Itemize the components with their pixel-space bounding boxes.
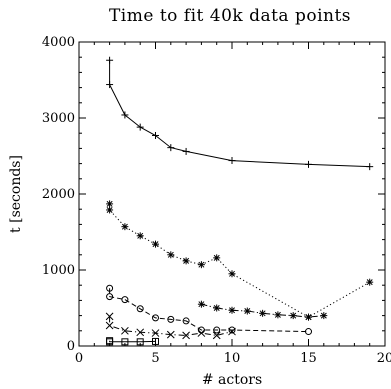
cross-marker [121, 326, 129, 335]
circle-marker [182, 317, 190, 325]
x-tick-label: 20 [377, 351, 391, 366]
series-3 [197, 300, 328, 321]
plus-marker [106, 81, 114, 89]
plus-marker [121, 111, 129, 119]
plus-marker [182, 147, 190, 155]
y-axis-title: t [seconds] [8, 155, 24, 233]
y-tick-label: 3000 [42, 111, 75, 126]
asterisk-marker [289, 312, 297, 320]
cross-marker [166, 330, 175, 339]
circle-marker [305, 328, 312, 336]
plus-marker [136, 123, 144, 131]
asterisk-marker [274, 311, 282, 319]
circle-marker [167, 315, 175, 323]
axes-layer: 0 5 10 15 20 0 1000 2000 3000 4000 [42, 35, 391, 366]
asterisk-marker [213, 304, 221, 312]
cross-marker [228, 327, 236, 336]
circle-marker [152, 314, 159, 322]
y-tick-label: 4000 [42, 35, 75, 50]
cross-marker [105, 312, 114, 321]
x-axis-title: # actors [202, 372, 262, 388]
circle-marker [106, 284, 114, 292]
asterisk-marker [213, 254, 221, 262]
circle-marker [121, 296, 129, 304]
asterisk-marker [106, 206, 114, 214]
asterisk-marker [259, 309, 267, 317]
cross-marker [105, 321, 114, 330]
x-tick-label: 0 [75, 351, 83, 366]
asterisk-marker [152, 240, 159, 248]
asterisk-marker [305, 313, 312, 321]
plus-marker [152, 131, 159, 139]
y-tick-label: 0 [67, 339, 75, 354]
cross-marker [212, 331, 221, 340]
plus-marker [366, 163, 374, 171]
series-4 [106, 284, 312, 336]
asterisk-marker [167, 251, 175, 259]
plus-marker [106, 56, 114, 64]
circle-marker [228, 326, 236, 334]
series-2 [106, 200, 374, 321]
asterisk-marker [197, 300, 205, 308]
asterisk-marker [121, 223, 129, 231]
plus-marker [167, 144, 175, 152]
series-6-line [109, 340, 156, 343]
asterisk-marker [228, 270, 236, 278]
circle-marker [136, 305, 144, 313]
cross-marker [197, 329, 206, 337]
plus-marker [305, 160, 312, 168]
asterisk-marker [106, 200, 114, 208]
x-tick-label: 10 [224, 351, 241, 366]
plus-marker [228, 157, 236, 165]
series-5-line [109, 316, 233, 336]
asterisk-marker [243, 307, 251, 315]
asterisk-marker [320, 312, 328, 320]
asterisk-marker [136, 232, 144, 240]
plot-frame [78, 41, 386, 347]
series-3-line [201, 303, 324, 318]
x-tick-label: 15 [300, 351, 317, 366]
x-tick-label: 5 [151, 351, 159, 366]
series-4-line [109, 288, 309, 333]
asterisk-marker [228, 306, 236, 314]
plot-layer [105, 56, 374, 346]
y-tick-label: 2000 [42, 187, 75, 202]
cross-marker [151, 329, 160, 337]
cross-marker [182, 331, 190, 340]
asterisk-marker [182, 257, 190, 265]
y-tick-label: 1000 [42, 263, 75, 278]
series-2-line [109, 203, 370, 318]
series-5 [105, 312, 236, 340]
circle-marker [213, 326, 221, 334]
asterisk-marker [366, 278, 374, 286]
cross-marker [136, 328, 145, 337]
series-1-line [109, 60, 370, 168]
chart-title: Time to fit 40k data points [109, 6, 351, 26]
series-1 [106, 56, 374, 171]
asterisk-marker [197, 261, 205, 269]
series-6 [106, 337, 159, 346]
circle-marker [106, 293, 114, 301]
